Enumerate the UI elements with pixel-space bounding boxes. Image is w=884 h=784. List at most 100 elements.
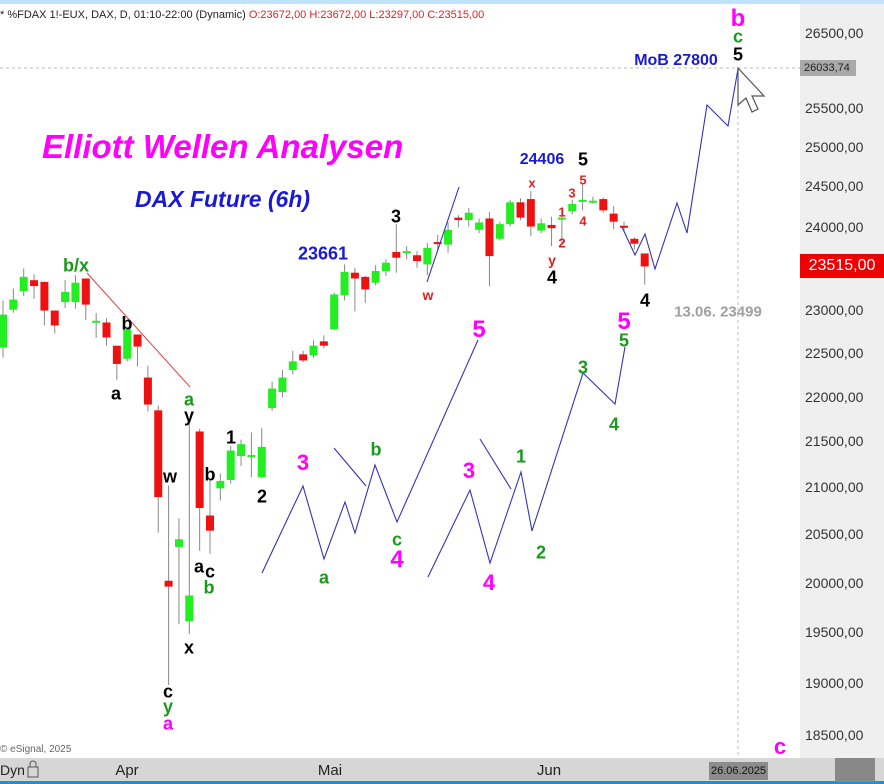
wave-projection-main [621,68,739,271]
wave-label: c [773,734,787,759]
wave-label: b [204,464,216,485]
price-tick-label: 24000,00 [805,218,864,235]
candle [133,334,142,347]
dyn-label: Dyn [0,762,25,778]
price-tick-label: 23000,00 [805,301,864,318]
price-tick-label: 20000,00 [805,574,864,591]
price-tick-label: 21500,00 [805,433,864,450]
candle [526,199,535,227]
price-tick-label: 25500,00 [805,100,864,117]
lock-icon[interactable] [27,760,39,778]
chart-subtitle: DAX Future (6h) [135,186,311,212]
price-axis[interactable] [800,4,884,758]
wave-label: 1 [558,204,566,220]
candle [485,218,494,257]
candle [557,217,566,220]
candle [506,202,515,225]
wave-label: 5 [617,308,631,335]
wave-projection-2 [427,346,626,578]
wave-label: 5 [472,316,486,343]
candle [423,247,432,265]
price-chart[interactable] [0,0,800,758]
last-price-label: 23515,00 [800,254,884,278]
wave-label: 5 [579,172,587,188]
wave-label: b [121,313,133,334]
symbol-info: * %FDAX 1!-EUX, DAX, D, 01:10-22:00 (Dyn… [0,9,246,21]
wave-label: a [183,389,195,410]
candle [164,580,173,587]
price-tick-label: 22000,00 [805,388,864,405]
candle [537,223,546,231]
candle [247,455,256,458]
wave-label: c [732,26,744,47]
candle [609,213,618,222]
candle [288,361,297,371]
wave-label: 4 [579,213,587,229]
wave-label: w [422,287,434,303]
wave-label: 1 [225,427,237,448]
candle [547,224,556,229]
wave-label: 4 [390,546,404,573]
candle [475,222,484,230]
candle [112,345,121,364]
window-top-strip [0,0,884,4]
candle [361,276,370,290]
chart-title: Elliott Wellen Analysen [42,128,404,165]
wave-label: a [193,556,205,577]
wave-label: 13.06. 23499 [674,303,762,321]
wave-label: 5 [618,330,630,351]
price-tick-label: 18500,00 [805,727,864,743]
wave-projection-1 [261,339,479,574]
wave-projection-2b [479,438,512,490]
candle [0,314,7,348]
candle [206,515,214,531]
chart-corner-button[interactable] [835,758,875,782]
wave-projection-3 [426,186,460,283]
candle [9,299,18,310]
candle [50,310,59,326]
wave-label: 3 [296,450,310,475]
candle [578,199,587,202]
wave-label: y [548,252,556,268]
candle [454,217,463,221]
wave-label: 4 [482,570,496,595]
candle [620,225,628,228]
candle [299,354,308,361]
candle [71,282,80,303]
wave-label: a [110,383,122,404]
candle [381,262,390,272]
candle [257,446,266,478]
month-mai: Mai [317,762,343,779]
candle [30,280,39,287]
candle [185,595,194,622]
price-tick-label: 21000,00 [805,479,864,496]
wave-label: b [370,439,382,460]
chart-header: * %FDAX 1!-EUX, DAX, D, 01:10-22:00 (Dyn… [0,9,484,21]
wave-label: a [318,567,330,588]
candle [340,271,349,296]
candle [630,238,639,244]
candle [464,212,473,221]
wave-projection-1b [333,447,367,487]
candle [568,203,577,212]
cursor-arrow-icon [737,66,766,113]
price-tick-label: 22500,00 [805,344,864,361]
wave-label: x [528,175,536,191]
candle [195,431,204,508]
wave-label: 2 [558,235,566,251]
wave-label: 24406 [519,151,565,168]
time-axis[interactable]: Dyn Apr Mai Jun 26.06.2025 [0,758,884,784]
candle [123,329,132,359]
candle [516,202,525,218]
wave-label: 4 [639,290,651,311]
candle [413,255,421,262]
price-tick-label: 24500,00 [805,178,864,195]
wave-label: MoB 27800 [634,52,718,69]
wave-label: y [183,405,195,426]
candle [402,251,411,254]
candle [143,377,152,405]
candle [640,253,649,267]
candle [278,377,287,393]
candle [216,480,225,489]
crosshair-date-label: 26.06.2025 [709,762,769,780]
